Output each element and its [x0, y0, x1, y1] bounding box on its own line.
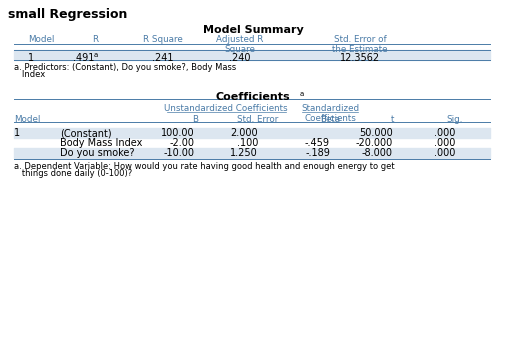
- Text: -.189: -.189: [305, 148, 329, 158]
- Text: 12.3562: 12.3562: [339, 53, 379, 63]
- Text: 100.00: 100.00: [161, 128, 194, 138]
- Text: -.459: -.459: [305, 138, 329, 148]
- Text: 2.000: 2.000: [230, 128, 258, 138]
- Text: a. Predictors: (Constant), Do you smoke?, Body Mass: a. Predictors: (Constant), Do you smoke?…: [14, 63, 236, 72]
- Text: 1: 1: [28, 53, 34, 63]
- Text: -20.000: -20.000: [355, 138, 392, 148]
- Text: Body Mass Index: Body Mass Index: [60, 138, 142, 148]
- Text: 1.250: 1.250: [230, 148, 258, 158]
- Text: .491: .491: [73, 53, 94, 63]
- Text: Sig.: Sig.: [446, 115, 462, 124]
- Text: 50.000: 50.000: [359, 128, 392, 138]
- Text: (Constant): (Constant): [60, 128, 112, 138]
- Text: .240: .240: [229, 53, 250, 63]
- Text: a: a: [299, 91, 304, 97]
- Text: Model: Model: [14, 115, 40, 124]
- Text: .000: .000: [433, 148, 454, 158]
- Text: .000: .000: [433, 128, 454, 138]
- Text: Std. Error of
the Estimate: Std. Error of the Estimate: [332, 35, 387, 54]
- Text: Model Summary: Model Summary: [202, 25, 303, 35]
- Text: small Regression: small Regression: [8, 8, 127, 21]
- Text: R Square: R Square: [143, 35, 182, 44]
- Text: t: t: [390, 115, 394, 124]
- Text: B: B: [191, 115, 197, 124]
- Text: .100: .100: [236, 138, 258, 148]
- Text: -2.00: -2.00: [170, 138, 194, 148]
- Text: Standardized
Coefficients: Standardized Coefficients: [300, 104, 359, 123]
- Text: Do you smoke?: Do you smoke?: [60, 148, 134, 158]
- Text: Model: Model: [28, 35, 54, 44]
- Text: .000: .000: [433, 138, 454, 148]
- Text: R: R: [92, 35, 98, 44]
- Text: a: a: [94, 52, 98, 58]
- Text: -10.00: -10.00: [164, 148, 194, 158]
- Text: Coefficients: Coefficients: [215, 92, 290, 102]
- Text: 1: 1: [14, 128, 20, 138]
- Text: Beta: Beta: [319, 115, 339, 124]
- Text: Index: Index: [14, 70, 45, 79]
- Text: Std. Error: Std. Error: [237, 115, 278, 124]
- Text: -8.000: -8.000: [361, 148, 392, 158]
- Text: things done daily (0-100)?: things done daily (0-100)?: [14, 169, 132, 178]
- Text: a. Dependent Variable: How would you rate having good health and enough energy t: a. Dependent Variable: How would you rat…: [14, 162, 394, 171]
- Text: .241: .241: [152, 53, 173, 63]
- Text: Unstandardized Coefficients: Unstandardized Coefficients: [164, 104, 287, 113]
- Text: Adjusted R
Square: Adjusted R Square: [216, 35, 263, 54]
